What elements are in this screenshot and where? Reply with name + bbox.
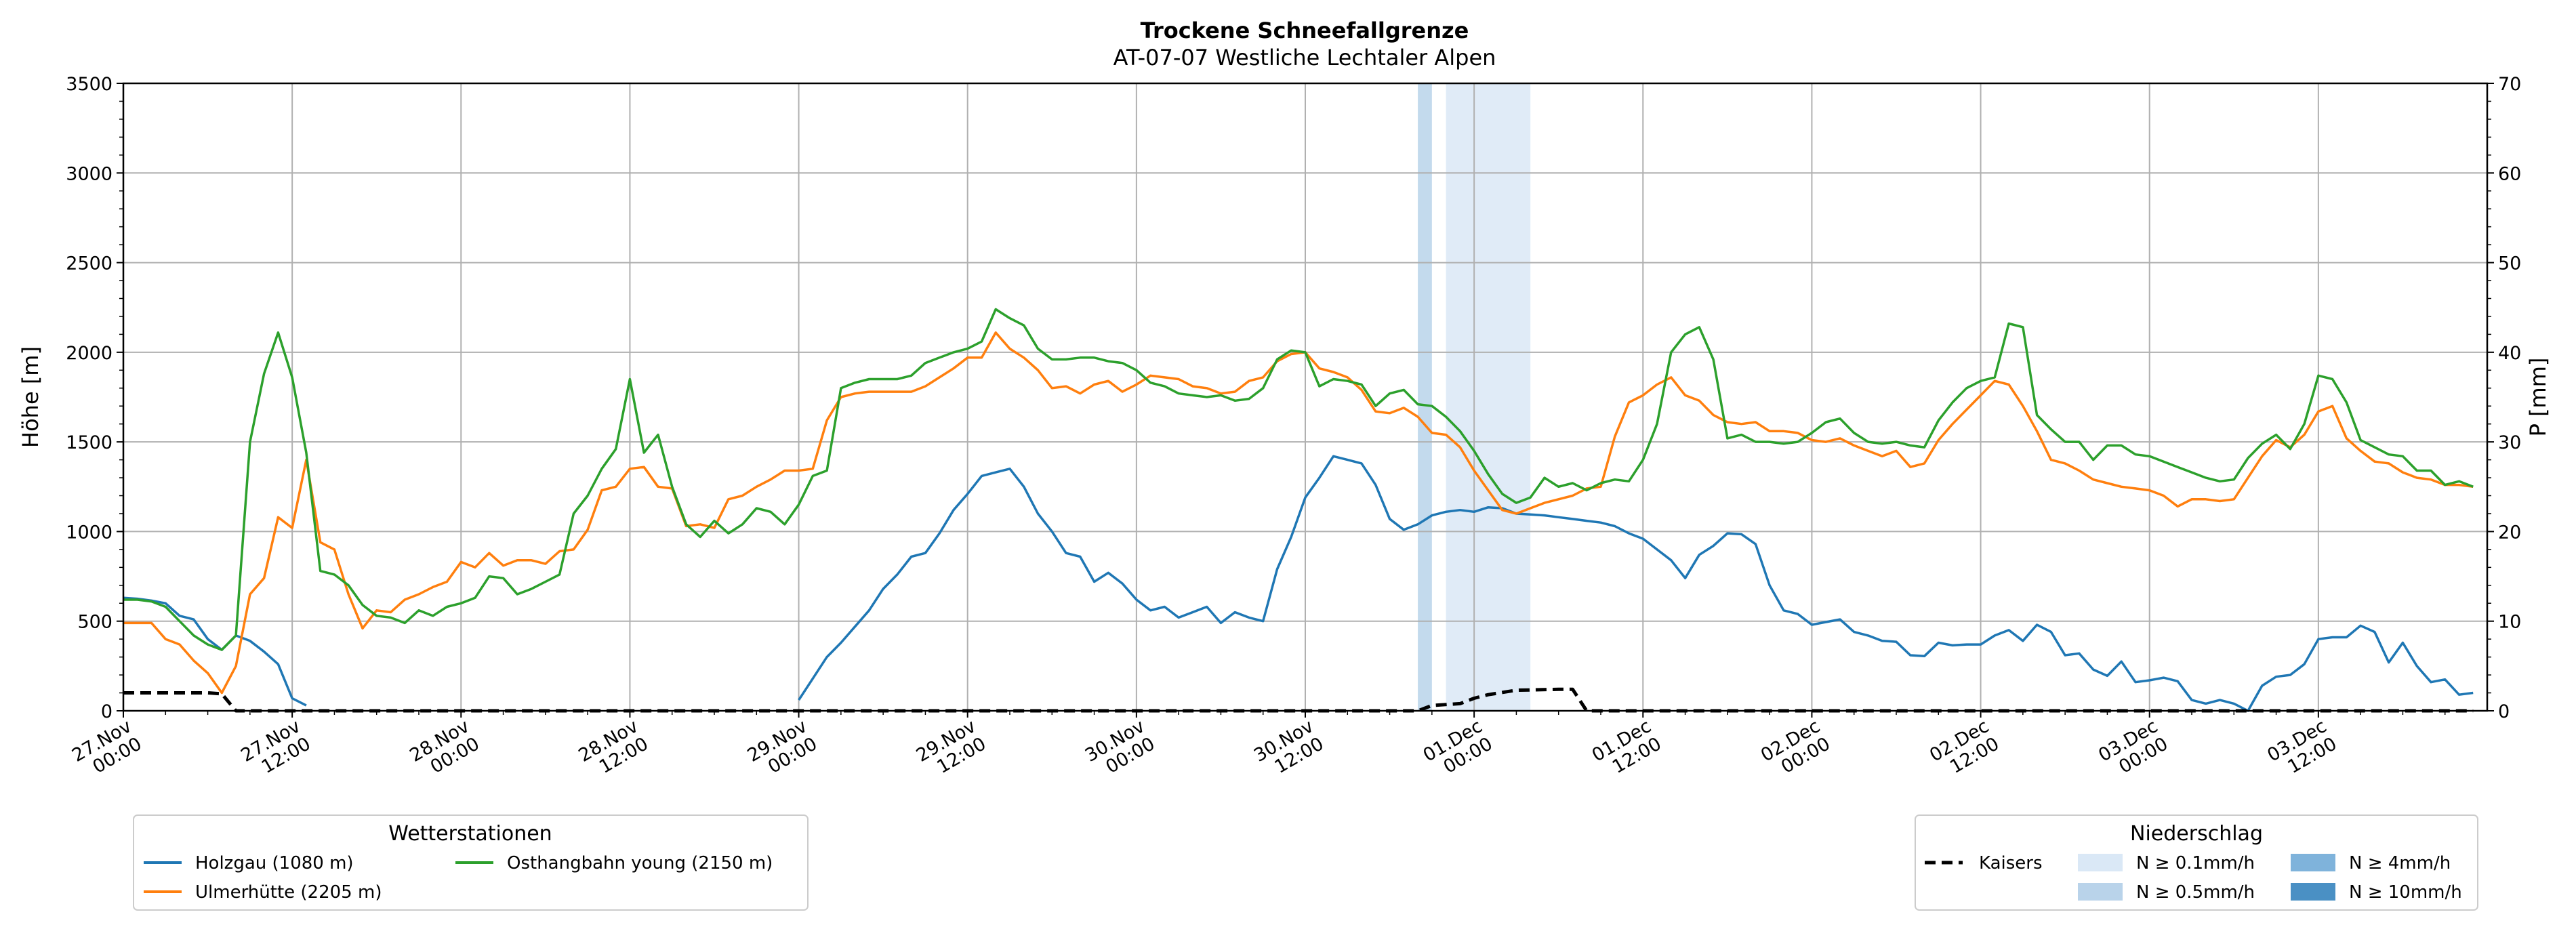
y2-tick-label-1: 10 bbox=[2498, 612, 2521, 633]
legend-precip: Niederschlag Kaisers N ≥ 0.1mm/h N ≥ 0.5mm… bbox=[1915, 814, 2478, 911]
y2-tick-label-4: 40 bbox=[2498, 343, 2521, 364]
y-tick-label-0: 0 bbox=[101, 701, 113, 722]
y-axis-left: 0 500 1000 1500 2000 2500 3000 3500 bbox=[66, 74, 123, 722]
legend-precip-patch-2 bbox=[2078, 883, 2123, 901]
y2-tick-label-7: 70 bbox=[2498, 74, 2521, 95]
y-tick-label-2: 1000 bbox=[66, 522, 113, 543]
y2-tick-label-6: 60 bbox=[2498, 163, 2521, 184]
y-tick-label-1: 500 bbox=[77, 612, 113, 633]
legend-precip-patch-1 bbox=[2078, 854, 2123, 871]
legend-stations-title: Wetterstationen bbox=[388, 822, 552, 846]
legend-stations: Wetterstationen Holzgau (1080 m) Ulmerhüt… bbox=[133, 814, 809, 911]
chart-subtitle: AT-07-07 Westliche Lechtaler Alpen bbox=[1113, 45, 1496, 70]
legend-precip-title: Niederschlag bbox=[2130, 822, 2263, 846]
y-tick-label-3: 1500 bbox=[66, 432, 113, 453]
y2-tick-label-0: 0 bbox=[2498, 701, 2510, 722]
legend-precip-frame bbox=[1915, 814, 2478, 911]
y2-axis-label: P [mm] bbox=[2525, 358, 2551, 437]
series-line-2 bbox=[123, 308, 2474, 651]
precip-band-1 bbox=[1446, 83, 1531, 711]
legend-precip-label-3: N ≥ 4mm/h bbox=[2349, 853, 2451, 873]
precip-band-0 bbox=[1418, 83, 1432, 711]
legend-precip-entries: Kaisers N ≥ 0.1mm/h N ≥ 0.5mm/h N ≥ 4mm/h N … bbox=[1925, 853, 2462, 903]
y-tick-label-6: 3000 bbox=[66, 163, 113, 184]
y-tick-label-7: 3500 bbox=[66, 74, 113, 95]
y-axis-label: Höhe [m] bbox=[18, 346, 43, 448]
legend-label-0: Holzgau (1080 m) bbox=[195, 853, 354, 873]
legend-precip-label-2: N ≥ 0.5mm/h bbox=[2136, 882, 2255, 903]
legend-precip-label-4: N ≥ 10mm/h bbox=[2349, 882, 2462, 903]
legend-stations-entries: Holzgau (1080 m) Ulmerhütte (2205 m) Ostha… bbox=[144, 853, 773, 903]
series-line-3 bbox=[123, 687, 2474, 713]
legend-precip-label-0: Kaisers bbox=[1979, 853, 2043, 873]
chart-title: Trockene Schneefallgrenze bbox=[1141, 18, 1469, 43]
legend-precip-patch-3 bbox=[2291, 854, 2335, 871]
legend-precip-patch-4 bbox=[2291, 883, 2335, 901]
y-tick-label-4: 2000 bbox=[66, 343, 113, 364]
y2-tick-label-2: 20 bbox=[2498, 522, 2521, 543]
precipitation-bands bbox=[1418, 83, 1531, 711]
y-axis-right: 0 10 20 30 40 50 60 70 bbox=[2487, 74, 2521, 722]
y-tick-label-5: 2500 bbox=[66, 253, 113, 274]
series-line-0 bbox=[123, 455, 2474, 712]
legend-precip-label-1: N ≥ 0.1mm/h bbox=[2136, 853, 2255, 873]
data-series bbox=[123, 308, 2474, 713]
legend-label-1: Ulmerhütte (2205 m) bbox=[195, 882, 382, 903]
y2-tick-label-3: 30 bbox=[2498, 432, 2521, 453]
legend-label-2: Osthangbahn young (2150 m) bbox=[507, 853, 773, 873]
series-line-1 bbox=[123, 331, 2474, 695]
y2-tick-label-5: 50 bbox=[2498, 253, 2521, 274]
